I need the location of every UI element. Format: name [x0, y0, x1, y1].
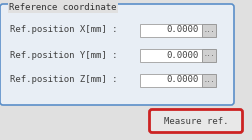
FancyBboxPatch shape	[0, 4, 233, 105]
FancyBboxPatch shape	[139, 24, 201, 37]
FancyBboxPatch shape	[201, 74, 215, 87]
Text: 0.0000: 0.0000	[166, 51, 198, 60]
Text: Ref.position Z[mm] :: Ref.position Z[mm] :	[10, 75, 117, 85]
FancyBboxPatch shape	[139, 74, 201, 87]
FancyBboxPatch shape	[149, 109, 241, 132]
Text: ...: ...	[203, 27, 214, 32]
FancyBboxPatch shape	[139, 48, 201, 61]
Text: 0.0000: 0.0000	[166, 75, 198, 85]
Text: Reference coordinate: Reference coordinate	[9, 3, 116, 11]
Text: Ref.position Y[mm] :: Ref.position Y[mm] :	[10, 51, 117, 60]
Text: ...: ...	[203, 78, 214, 82]
Text: Ref.position X[mm] :: Ref.position X[mm] :	[10, 25, 117, 34]
FancyBboxPatch shape	[201, 48, 215, 61]
Text: 0.0000: 0.0000	[166, 25, 198, 34]
Text: ...: ...	[203, 52, 214, 58]
Text: Measure ref.: Measure ref.	[163, 116, 227, 125]
FancyBboxPatch shape	[201, 24, 215, 37]
